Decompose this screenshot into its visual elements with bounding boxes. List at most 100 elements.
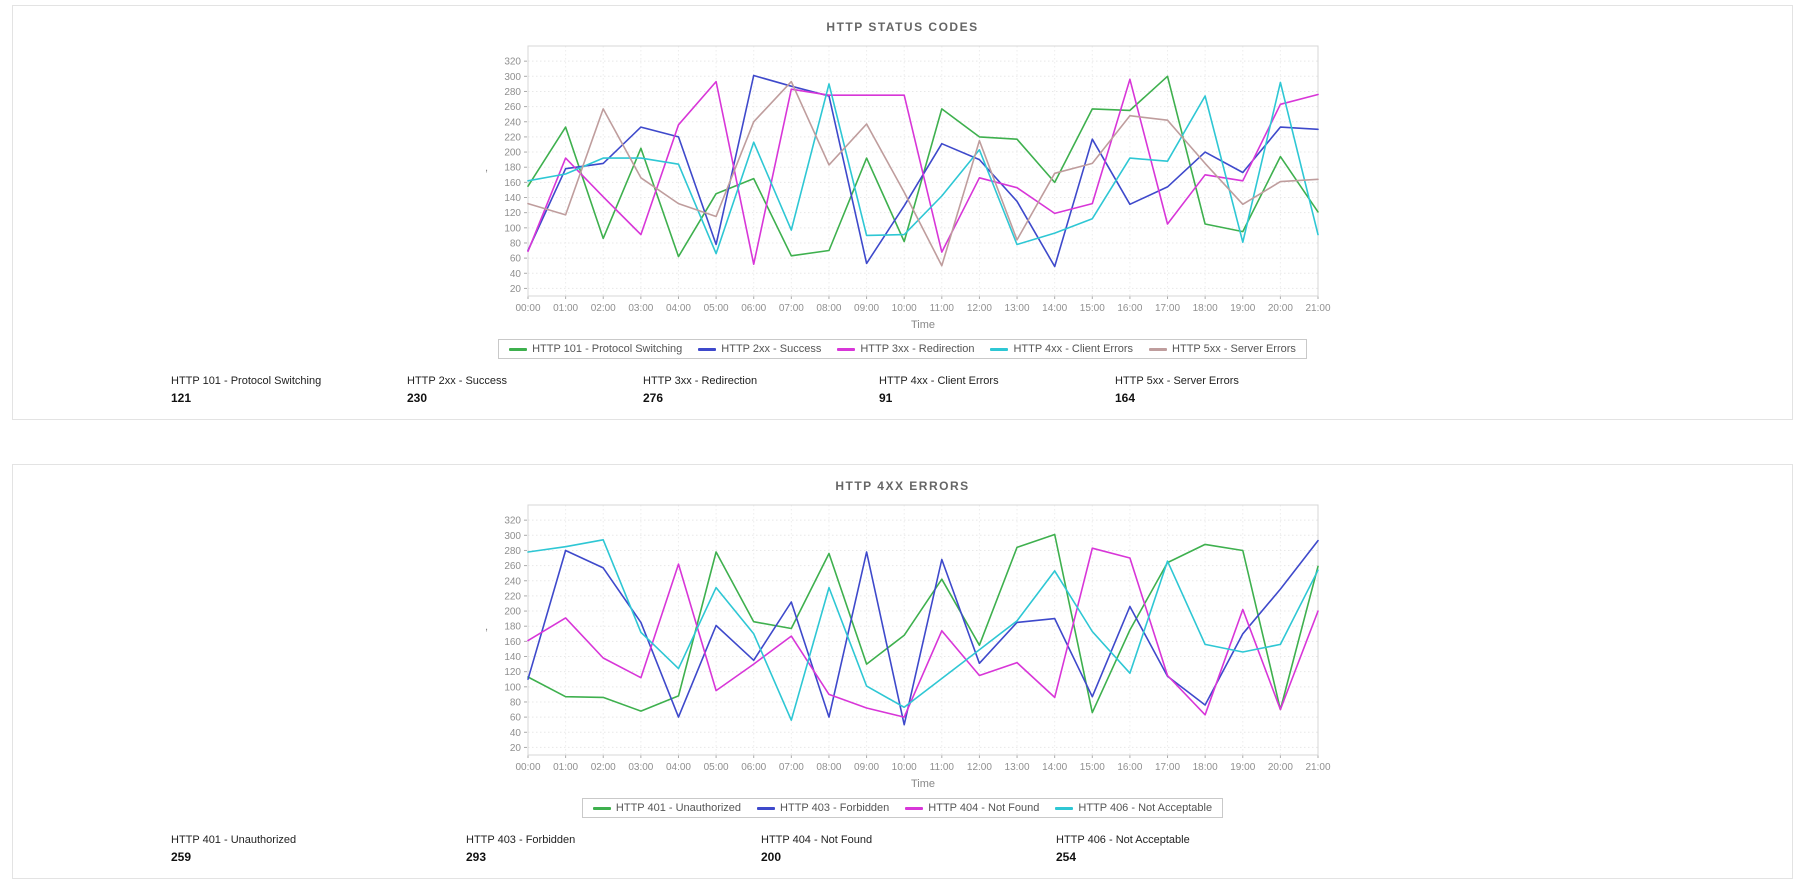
- y-tick-label: 120: [504, 208, 521, 219]
- legend-item[interactable]: HTTP 403 - Forbidden: [757, 802, 889, 814]
- summary-value: 254: [1056, 850, 1077, 864]
- summary-item: HTTP 101 - Protocol Switching 121: [171, 375, 407, 405]
- line-chart: 20 40 60 80 100 120 140 160 180 200 220 240 260 280 30…: [473, 497, 1333, 798]
- summary-row: HTTP 101 - Protocol Switching 121 HTTP 2xx…: [171, 375, 1351, 419]
- legend-item[interactable]: HTTP 404 - Not Found: [905, 802, 1039, 814]
- legend-item[interactable]: HTTP 4xx - Client Errors: [990, 343, 1133, 355]
- summary-value: 164: [1115, 391, 1136, 405]
- chart-title: HTTP STATUS CODES: [826, 20, 979, 34]
- summary-item: HTTP 4xx - Client Errors 91: [879, 375, 1115, 405]
- summary-item: HTTP 5xx - Server Errors 164: [1115, 375, 1351, 405]
- x-tick-label: 02:00: [590, 762, 615, 773]
- series-line-http-4xx-client-errors: [526, 81, 1319, 255]
- x-tick-label: 10:00: [891, 762, 916, 773]
- x-tick-label: 13:00: [1004, 762, 1029, 773]
- legend-label: HTTP 3xx - Redirection: [860, 343, 975, 355]
- plot-border: [527, 45, 1318, 297]
- summary-label: HTTP 403 - Forbidden: [466, 834, 576, 846]
- x-tick-label: 10:00: [891, 303, 916, 314]
- summary-label: HTTP 406 - Not Acceptable: [1056, 834, 1190, 846]
- legend-item[interactable]: HTTP 406 - Not Acceptable: [1055, 802, 1212, 814]
- legend-label: HTTP 406 - Not Acceptable: [1078, 802, 1213, 814]
- summary-value: 293: [466, 850, 487, 864]
- y-tick-label: 140: [504, 193, 521, 204]
- legend-item[interactable]: HTTP 401 - Unauthorized: [592, 802, 741, 814]
- legend-label: HTTP 5xx - Server Errors: [1172, 343, 1296, 355]
- x-tick-label: 18:00: [1192, 303, 1217, 314]
- legend-swatch-icon: [509, 347, 528, 351]
- series-line-http-403-forbidden: [526, 539, 1319, 726]
- summary-value: 230: [407, 391, 428, 405]
- legend-label: HTTP 101 - Protocol Switching: [532, 343, 683, 355]
- x-tick-label: 20:00: [1267, 303, 1292, 314]
- series-line-http-406-not-acceptable: [526, 538, 1319, 721]
- y-tick-label: 60: [509, 254, 521, 265]
- legend-swatch-icon: [698, 347, 717, 351]
- x-tick-label: 06:00: [741, 762, 766, 773]
- legend-item[interactable]: HTTP 2xx - Success: [698, 343, 821, 355]
- x-tick-label: 20:00: [1267, 762, 1292, 773]
- y-axis-label: ,: [485, 162, 488, 174]
- summary-value: 200: [761, 850, 782, 864]
- summary-value: 259: [171, 850, 192, 864]
- y-tick-label: 60: [509, 713, 521, 724]
- legend-item[interactable]: HTTP 3xx - Redirection: [837, 343, 974, 355]
- legend-swatch-icon: [1055, 806, 1074, 810]
- legend-label: HTTP 2xx - Success: [721, 343, 822, 355]
- y-tick-label: 80: [509, 697, 521, 708]
- x-tick-label: 15:00: [1079, 303, 1104, 314]
- summary-item: HTTP 403 - Forbidden 293: [466, 834, 761, 864]
- y-tick-label: 40: [509, 269, 521, 280]
- http-4xx-errors-panel: HTTP 4XX ERRORS 20 40 60 80 100 120 140 160 180 2…: [12, 464, 1793, 879]
- summary-value: 276: [643, 391, 664, 405]
- x-tick-label: 09:00: [854, 303, 879, 314]
- x-tick-label: 16:00: [1117, 762, 1142, 773]
- y-tick-label: 260: [504, 561, 521, 572]
- chart-legend: HTTP 101 - Protocol Switching HTTP 2xx - …: [498, 339, 1307, 359]
- x-tick-label: 17:00: [1155, 303, 1180, 314]
- summary-label: HTTP 401 - Unauthorized: [171, 834, 297, 846]
- legend-swatch-icon: [837, 347, 856, 351]
- legend-swatch-icon: [990, 347, 1009, 351]
- y-tick-label: 200: [504, 148, 521, 159]
- summary-item: HTTP 406 - Not Acceptable 254: [1056, 834, 1351, 864]
- summary-row: HTTP 401 - Unauthorized 259 HTTP 403 - For…: [171, 834, 1351, 878]
- y-tick-label: 20: [509, 284, 521, 295]
- series-line-http-3xx-redirection: [526, 78, 1319, 265]
- x-tick-label: 05:00: [703, 303, 728, 314]
- y-tick-label: 40: [509, 728, 521, 739]
- chart-svg: 20 40 60 80 100 120 140 160 180 200 220 240 260 280 30…: [485, 504, 1330, 790]
- x-tick-label: 14:00: [1042, 762, 1067, 773]
- summary-label: HTTP 3xx - Redirection: [643, 375, 758, 387]
- summary-value: 121: [171, 391, 192, 405]
- summary-item: HTTP 2xx - Success 230: [407, 375, 643, 405]
- x-tick-label: 08:00: [816, 762, 841, 773]
- x-tick-label: 00:00: [515, 762, 540, 773]
- chart-title: HTTP 4XX ERRORS: [835, 479, 970, 493]
- y-tick-label: 120: [504, 667, 521, 678]
- chart-svg: 20 40 60 80 100 120 140 160 180 200 220 240 260 280 30…: [485, 45, 1330, 331]
- legend-label: HTTP 4xx - Client Errors: [1013, 343, 1134, 355]
- x-tick-label: 12:00: [966, 303, 991, 314]
- y-tick-label: 280: [504, 546, 521, 557]
- x-tick-label: 02:00: [590, 303, 615, 314]
- y-tick-label: 160: [504, 637, 521, 648]
- y-tick-label: 180: [504, 163, 521, 174]
- y-tick-label: 240: [504, 576, 521, 587]
- x-tick-label: 14:00: [1042, 303, 1067, 314]
- y-tick-label: 300: [504, 531, 521, 542]
- x-tick-label: 04:00: [665, 303, 690, 314]
- x-tick-label: 21:00: [1305, 303, 1330, 314]
- y-tick-label: 280: [504, 87, 521, 98]
- legend-swatch-icon: [592, 806, 611, 810]
- y-tick-label: 260: [504, 102, 521, 113]
- legend-swatch-icon: [905, 806, 924, 810]
- chart-legend: HTTP 401 - Unauthorized HTTP 403 - Forbid…: [581, 798, 1224, 818]
- legend-item[interactable]: HTTP 101 - Protocol Switching: [509, 343, 682, 355]
- legend-item[interactable]: HTTP 5xx - Server Errors: [1149, 343, 1296, 355]
- x-tick-label: 16:00: [1117, 303, 1142, 314]
- y-tick-label: 100: [504, 682, 521, 693]
- x-tick-label: 07:00: [778, 303, 803, 314]
- x-tick-label: 01:00: [553, 303, 578, 314]
- x-axis-title: Time: [910, 319, 934, 331]
